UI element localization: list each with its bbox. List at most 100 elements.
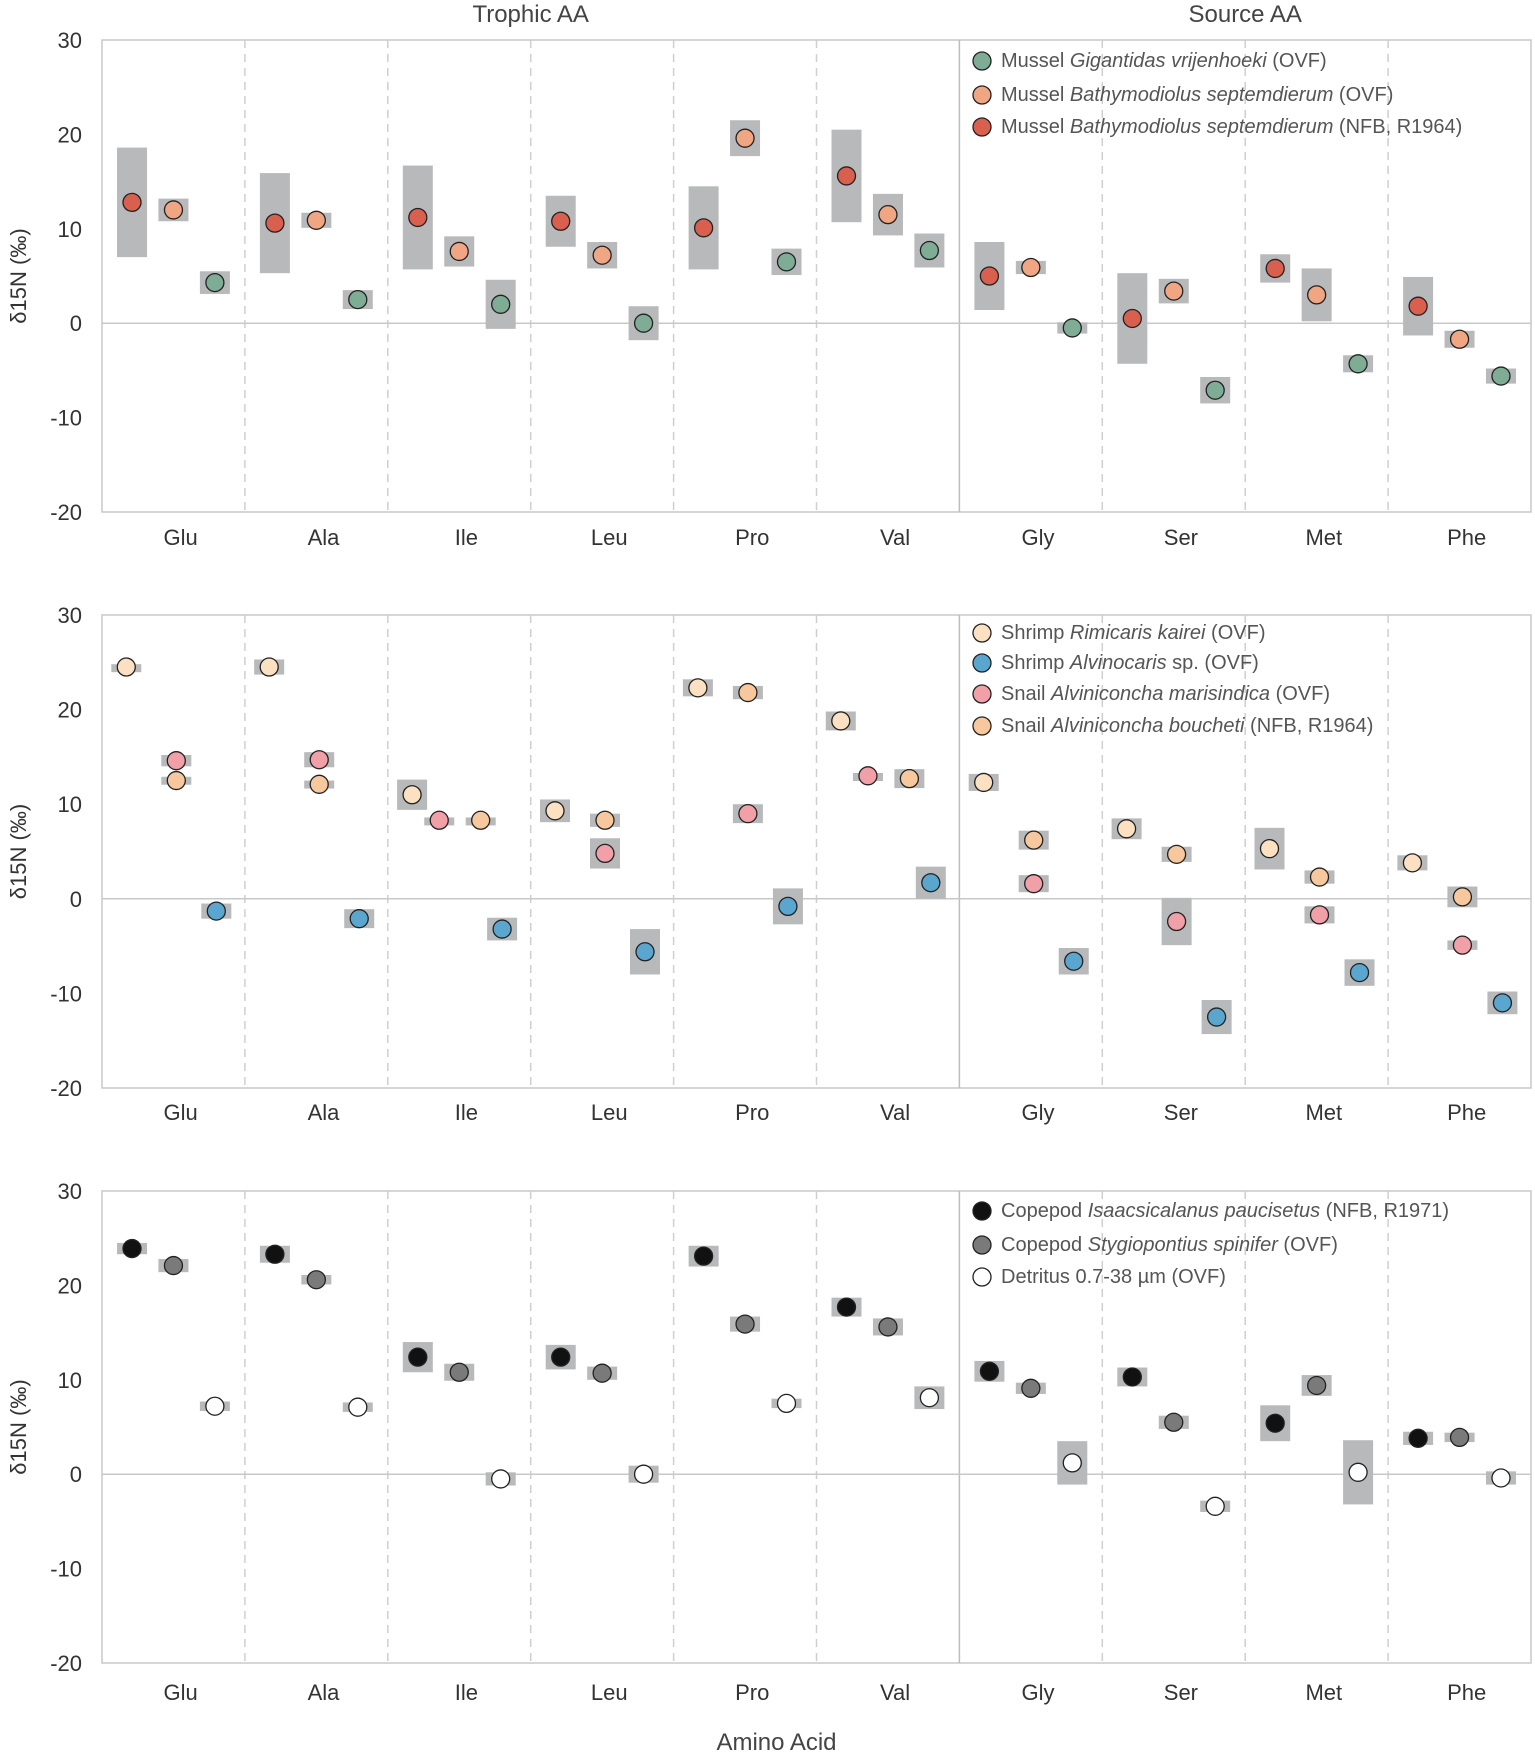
y-tick-label: 30 [58,1179,82,1204]
data-point [206,901,226,921]
y-tick-label: 10 [58,217,82,242]
data-point [265,1244,285,1264]
data-point [1122,1367,1142,1387]
legend-prefix: Copepod [1001,1234,1088,1256]
data-point [1205,380,1225,400]
data-point [1492,993,1513,1013]
data-point [1021,257,1041,278]
panel-2: 30 20 10 0 -10 -20 δ15N (‰) Glu Ala Ile Leu Pro Val G… [6,603,1532,1125]
data-point [592,245,612,265]
legend-species: Stygiopontius spinifer [1088,1234,1279,1256]
y-axis-title: δ15N (‰) [6,1379,31,1474]
data-point [259,657,279,677]
data-point [878,1317,898,1337]
legend-marker [972,85,992,105]
data-point [974,772,994,793]
data-point [688,678,708,698]
y-tick-label: 0 [70,311,82,336]
y-tick-label: 10 [58,1368,82,1393]
legend-suffix: (OVF) [1205,622,1265,644]
data-point [429,810,449,830]
legend-entry: Mussel Bathymodiolus septemdierum (OVF) [1001,84,1393,106]
legend-entry: Shrimp Alvinocaris sp. (OVF) [1001,652,1259,674]
data-point [402,785,422,805]
panel-3: 30 20 10 0 -10 -20 δ15N (‰) Glu Ala Ile Leu Pro Val G… [6,1179,1532,1705]
data-point [595,843,615,864]
legend-species: Bathymodiolus septemdierum [1070,116,1333,138]
data-point [449,241,469,262]
legend-suffix: (OVF) [1270,683,1330,705]
data-point [878,204,898,225]
data-point [166,770,186,791]
x-tick-label-val: Val [880,1100,910,1125]
legend-marker [972,1235,992,1255]
data-point [449,1362,469,1382]
x-tick-label-leu: Leu [591,1680,628,1705]
data-point [1024,874,1044,894]
x-tick-label-leu: Leu [591,525,628,550]
legend-species: Isaacsicalanus paucisetus [1088,1200,1320,1222]
data-point [1122,308,1142,329]
data-point [919,240,940,261]
data-point [1309,867,1330,887]
x-tick-label-val: Val [880,525,910,550]
data-point [1408,296,1428,316]
data-point [1449,1427,1470,1448]
y-tick-label: -10 [50,981,82,1006]
x-tick-label-phe: Phe [1447,525,1486,550]
y-tick-label: -20 [50,1076,82,1101]
x-tick-label-ile: Ile [455,1680,478,1705]
legend-marker [972,623,992,643]
legend-marker [972,1201,992,1221]
y-tick-label: 20 [58,698,82,723]
data-point [1452,887,1473,907]
y-tick-label: -10 [50,406,82,431]
x-tick-label-ala: Ala [308,1100,341,1125]
data-point [1166,844,1187,864]
data-point [1259,839,1280,859]
legend-prefix: Copepod [1001,1200,1088,1222]
data-point [1348,354,1368,374]
data-point [306,210,327,230]
legend-entry: Copepod Stygiopontius spinifer (OVF) [1001,1234,1338,1256]
legend-marker [972,684,992,704]
y-tick-label: 30 [58,28,82,53]
data-point [408,207,428,228]
group-label-source: Source AA [1188,1,1301,28]
x-tick-label-phe: Phe [1447,1680,1486,1705]
data-point [349,909,369,929]
data-point [1307,1375,1327,1396]
data-point [979,266,1000,286]
data-point [1491,1468,1511,1488]
data-point [633,1464,654,1484]
x-tick-label-gly: Gly [1021,525,1054,550]
x-tick-label-met: Met [1305,1680,1342,1705]
x-tick-label-ser: Ser [1164,1100,1198,1125]
data-point [858,766,878,786]
legend-prefix: Shrimp [1001,622,1070,644]
legend-entry: Snail Alviniconcha marisindica (OVF) [1001,683,1330,705]
legend-suffix: (OVF) [1333,84,1393,106]
group-label-trophic: Trophic AA [472,1,589,28]
data-point [979,1361,1000,1381]
data-point [1164,1412,1184,1432]
legend-prefix: Shrimp [1001,652,1070,674]
x-tick-label-phe: Phe [1447,1100,1486,1125]
data-point [1062,1453,1082,1473]
legend-suffix: (NFB, R1971) [1320,1200,1449,1222]
x-tick-label-val: Val [880,1680,910,1705]
y-tick-label: 0 [70,887,82,912]
data-point [1206,1007,1227,1027]
data-point [1265,1413,1285,1433]
legend-entry: Copepod Isaacsicalanus paucisetus (NFB, … [1001,1200,1449,1222]
legend-suffix: (NFB, R1964) [1333,116,1462,138]
data-point [1491,366,1511,386]
data-point [836,166,857,186]
x-tick-label-glu: Glu [163,1100,197,1125]
data-point [1449,329,1470,349]
data-point [122,1238,142,1259]
y-axis-title: δ15N (‰) [6,804,31,899]
legend-entry: Snail Alviniconcha boucheti (NFB, R1964) [1001,715,1373,737]
data-point [491,1469,511,1489]
data-point [116,657,136,677]
